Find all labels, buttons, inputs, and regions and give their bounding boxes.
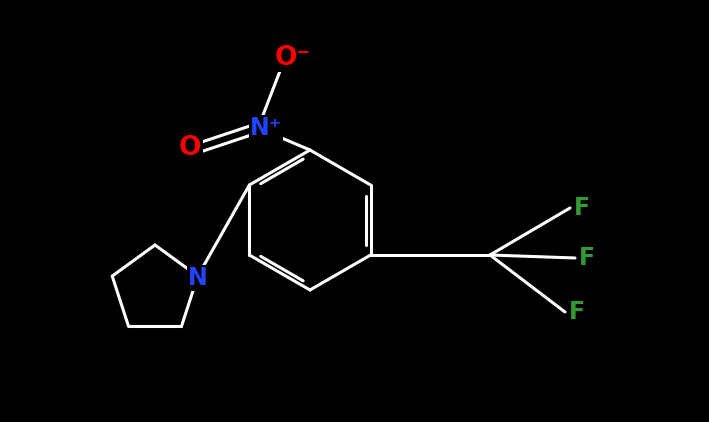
Text: N⁺: N⁺ bbox=[250, 116, 282, 140]
Text: N: N bbox=[188, 266, 208, 290]
Text: F: F bbox=[569, 300, 585, 324]
Text: F: F bbox=[579, 246, 595, 270]
Text: F: F bbox=[574, 196, 590, 220]
Text: O⁻: O⁻ bbox=[275, 45, 311, 71]
Text: O: O bbox=[179, 135, 201, 161]
